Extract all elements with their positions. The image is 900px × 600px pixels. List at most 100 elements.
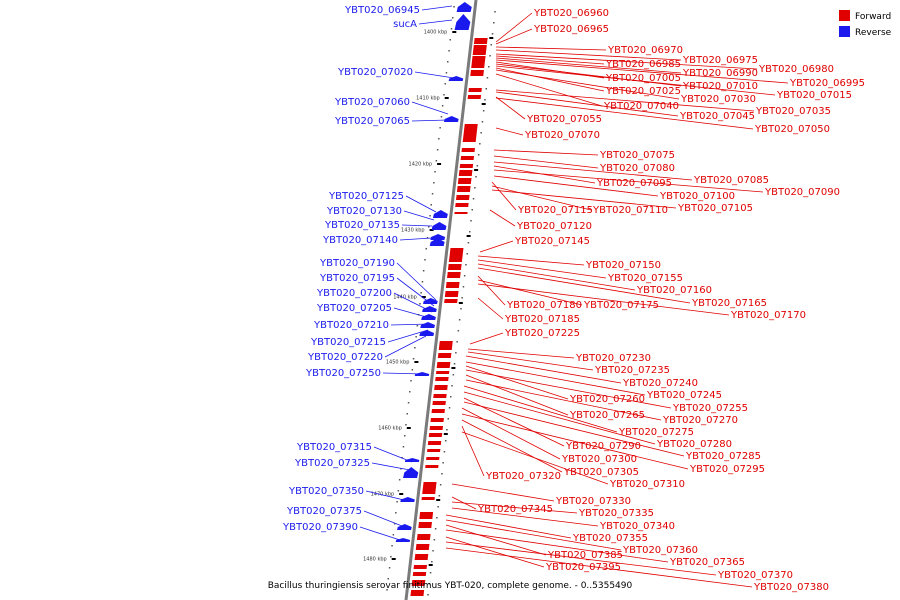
forward-gene-leader [489,209,516,227]
minor-tick-left [440,116,443,118]
forward-gene-label: YBT020_07265 [569,410,645,421]
forward-gene-label: YBT020_07255 [672,403,748,414]
reverse-gene-leader [365,490,405,501]
forward-gene-leader [495,65,776,96]
minor-tick-left [404,435,406,437]
forward-gene-leader [495,12,533,43]
forward-gene-label: YBT020_06995 [789,78,865,89]
forward-gene-leader [477,263,636,291]
forward-gene-label: YBT020_07290 [565,441,641,452]
minor-tick-right [443,451,446,453]
reverse-gene-label: YBT020_07350 [288,486,364,497]
forward-gene-block [438,341,453,350]
forward-gene-block [434,385,448,390]
minor-tick-left [424,259,426,261]
minor-tick-right [477,154,480,156]
reverse-gene-label: YBT020_07205 [316,303,392,314]
minor-tick-right [439,484,442,486]
reverse-gene-leader [363,510,403,527]
forward-gene-label: YBT020_07010 [682,81,758,92]
forward-gene-label: YBT020_07165 [691,298,767,309]
reverse-gene-label: YBT020_07190 [319,258,395,269]
major-tick-left [414,361,419,363]
reverse-gene-block [403,467,419,478]
genome-backbone [404,0,478,600]
reverse-gene-block [430,234,446,240]
reverse-gene-leader [418,19,453,25]
minor-tick-right [458,319,461,321]
forward-gene-block [445,282,460,288]
minor-tick-left [422,270,425,272]
forward-gene-leader [477,275,506,306]
minor-tick-right [441,473,443,475]
forward-gene-block [433,394,447,398]
reverse-gene-label: sucA [393,19,417,30]
major-tick-right [451,367,456,369]
forward-gene-block [418,522,432,528]
forward-gene-block [416,534,431,540]
forward-gene-leader [477,297,504,320]
reverse-gene-label: YBT020_07135 [324,220,400,231]
reverse-gene-block [431,222,447,230]
reverse-gene-block [423,298,438,304]
forward-gene-label: YBT020_07040 [603,101,679,112]
forward-gene-leader [493,149,599,156]
minor-tick-left [402,446,405,448]
minor-tick-right [469,231,471,233]
minor-tick-left [397,490,400,492]
forward-gene-leader [495,57,682,74]
minor-tick-left [430,204,432,206]
minor-tick-left [429,215,431,217]
forward-gene-label: YBT020_07340 [599,521,675,532]
major-tick-right [466,235,471,237]
forward-gene-label: YBT020_07345 [477,504,553,515]
forward-gene-leader [445,529,669,563]
minor-tick-right [436,517,438,519]
forward-gene-label: YBT020_07385 [547,550,623,561]
forward-gene-label: YBT020_07050 [754,124,830,135]
minor-tick-left [453,6,455,8]
minor-tick-right [470,220,472,222]
minor-tick-left [391,545,393,547]
minor-tick-right [457,330,460,332]
reverse-gene-block [395,538,411,542]
forward-gene-label: YBT020_07100 [659,191,735,202]
reverse-gene-block [432,210,448,218]
forward-gene-block [429,426,444,430]
minor-tick-left [416,325,419,327]
minor-tick-right [482,110,485,112]
minor-tick-right [490,44,492,46]
reverse-gene-leader [387,329,429,343]
forward-gene-block [454,212,468,214]
forward-gene-block [473,38,488,44]
forward-gene-leader [495,127,524,136]
forward-gene-block [432,401,446,405]
forward-gene-leader [469,332,504,345]
forward-gene-leader [491,185,592,211]
forward-gene-block [444,299,458,303]
reverse-gene-leader [421,5,453,11]
forward-gene-label: YBT020_07180 [506,300,582,311]
forward-gene-leader [465,369,672,409]
forward-gene-block [444,291,459,297]
forward-gene-label: YBT020_07395 [545,562,621,573]
forward-gene-leader [445,519,622,551]
minor-tick-right [427,594,429,596]
minor-tick-left [439,127,441,129]
minor-tick-left [438,138,440,140]
reverse-gene-leader [401,224,433,227]
major-tick-right [481,103,486,105]
forward-gene-leader [461,431,609,485]
minor-tick-left [428,226,430,228]
forward-gene-label: YBT020_07305 [563,467,639,478]
forward-gene-leader [479,240,514,253]
minor-tick-left [414,347,416,349]
forward-gene-block [467,95,482,99]
forward-gene-block [428,433,443,437]
minor-tick-left [400,468,402,470]
reverse-gene-leader [411,119,449,122]
forward-gene-block [412,572,427,576]
reverse-gene-leader [396,277,435,307]
